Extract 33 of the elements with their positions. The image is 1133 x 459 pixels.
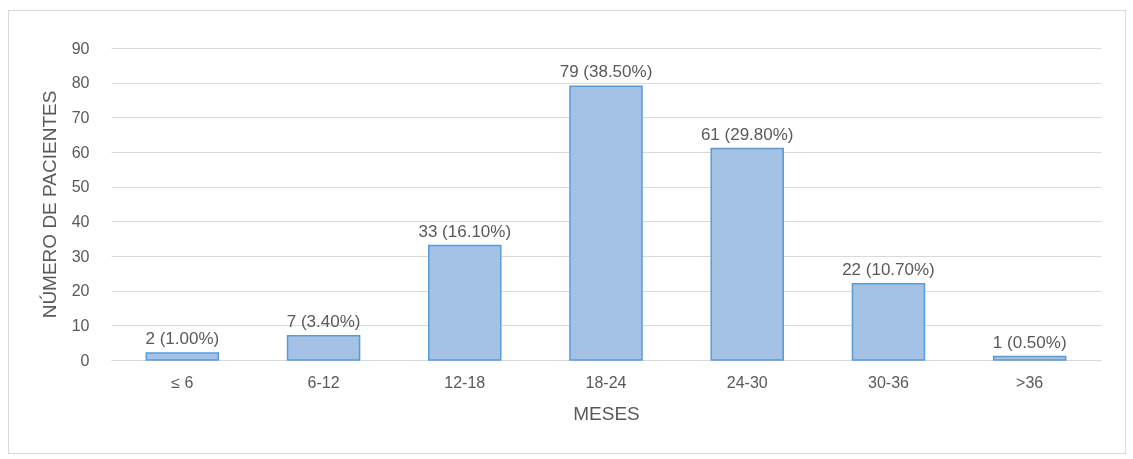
data-label: 61 (29.80%) (700, 124, 794, 144)
y-tick-label: 80 (71, 74, 90, 92)
x-tick-label: 6-12 (307, 373, 340, 391)
y-tick-label: 30 (71, 247, 90, 265)
bar (992, 355, 1067, 361)
bar (286, 334, 361, 361)
x-axis-title: MESES (573, 402, 640, 424)
bar (569, 85, 643, 361)
data-label: 7 (3.40%) (286, 311, 361, 331)
y-tick-label: 90 (71, 39, 90, 57)
bar (145, 352, 220, 361)
y-tick-label: 70 (71, 108, 90, 126)
x-tick-label: 24-30 (726, 373, 768, 391)
x-tick-label: >36 (1016, 373, 1044, 391)
y-tick-label: 0 (80, 351, 90, 369)
bar (851, 282, 926, 361)
x-tick-label: ≤ 6 (171, 373, 194, 391)
x-tick-label: 12-18 (444, 373, 486, 391)
data-label: 22 (10.70%) (842, 259, 935, 279)
bar (428, 244, 502, 361)
y-axis-title: NÚMERO DE PACIENTES (38, 90, 60, 319)
bar (710, 147, 784, 361)
y-tick-label: 40 (71, 212, 90, 230)
data-label: 33 (16.10%) (418, 221, 512, 241)
data-label: 79 (38.50%) (559, 62, 653, 82)
y-tick-label: 10 (71, 316, 90, 334)
y-tick-label: 50 (71, 178, 90, 196)
data-label: 1 (0.50%) (992, 332, 1067, 352)
data-label: 2 (1.00%) (145, 329, 220, 349)
y-tick-label: 20 (71, 282, 90, 300)
y-tick-label: 60 (71, 143, 90, 161)
x-tick-label: 18-24 (585, 373, 627, 391)
x-tick-label: 30-36 (867, 373, 910, 391)
